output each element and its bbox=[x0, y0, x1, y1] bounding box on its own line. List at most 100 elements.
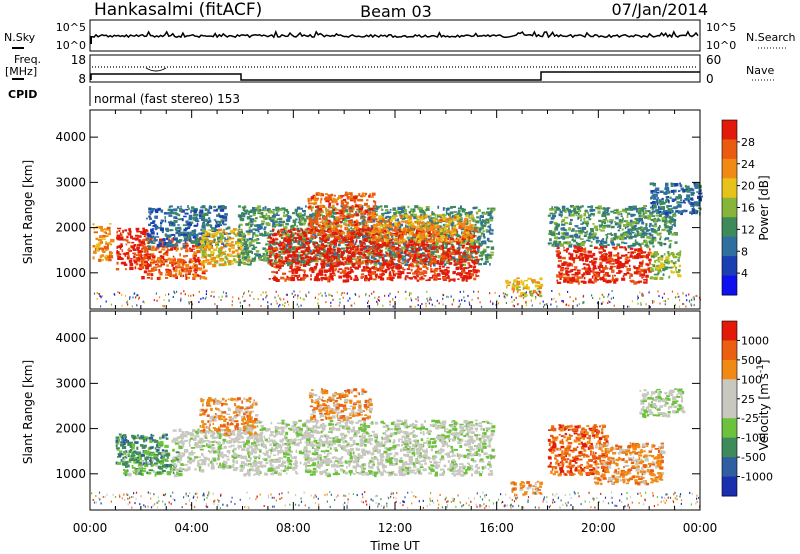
velocity-colorbar-tick: -500 bbox=[741, 451, 766, 464]
power-noise-cell bbox=[572, 300, 574, 303]
velocity-noise-cell bbox=[98, 491, 101, 494]
power-noise-cell bbox=[287, 300, 289, 303]
velocity-noise-cell bbox=[127, 497, 129, 500]
velocity-noise-cell bbox=[267, 494, 270, 497]
velocity-noise-cell bbox=[140, 495, 142, 498]
velocity-noise-cell bbox=[112, 493, 114, 496]
power-noise-cell bbox=[293, 290, 295, 293]
power-noise-cell bbox=[434, 305, 436, 307]
velocity-noise-cell bbox=[552, 501, 554, 504]
velocity-noise-cell bbox=[574, 492, 576, 495]
power-patch bbox=[547, 205, 678, 249]
power-noise-cell bbox=[192, 294, 194, 297]
power-noise-cell bbox=[279, 297, 281, 300]
velocity-noise-cell bbox=[503, 505, 505, 508]
velocity-noise-cell bbox=[135, 497, 137, 500]
velocity-noise-cell bbox=[189, 492, 191, 495]
power-noise-cell bbox=[221, 295, 223, 298]
velocity-noise-cell bbox=[450, 500, 452, 503]
velocity-noise-cell bbox=[672, 501, 675, 504]
power-noise-cell bbox=[340, 293, 342, 296]
velocity-noise-cell bbox=[164, 493, 167, 496]
velocity-noise-cell bbox=[554, 494, 556, 497]
velocity-noise-cell bbox=[156, 506, 159, 509]
velocity-noise-cell bbox=[570, 497, 572, 500]
power-noise-cell bbox=[121, 304, 123, 307]
power-noise-cell bbox=[463, 290, 465, 293]
velocity-noise-cell bbox=[637, 492, 639, 495]
velocity-noise-cell bbox=[479, 495, 481, 498]
power-noise-cell bbox=[163, 299, 165, 301]
velocity-colorbar-tick: 1000 bbox=[741, 334, 769, 347]
velocity-noise-cell bbox=[304, 504, 306, 507]
velocity-noise-cell bbox=[476, 492, 478, 495]
power-ytick-label: 3000 bbox=[55, 175, 86, 189]
velocity-noise-cell bbox=[433, 501, 435, 504]
power-noise-cell bbox=[657, 290, 659, 293]
power-noise-cell bbox=[421, 303, 423, 305]
power-noise-cell bbox=[376, 300, 378, 303]
power-noise-cell bbox=[576, 304, 578, 307]
power-noise-cell bbox=[693, 298, 695, 301]
velocity-noise-cell bbox=[93, 501, 96, 504]
velocity-noise-cell bbox=[598, 501, 600, 504]
power-noise-cell bbox=[240, 305, 242, 308]
velocity-colorbar-tick: 500 bbox=[741, 354, 762, 367]
power-noise-cell bbox=[183, 290, 185, 293]
power-colorbar-swatch bbox=[722, 197, 737, 218]
velocity-noise-cell bbox=[621, 500, 623, 503]
power-noise-cell bbox=[320, 292, 322, 295]
velocity-noise-cell bbox=[313, 496, 315, 499]
velocity-noise-cell bbox=[361, 493, 363, 496]
velocity-noise-cell bbox=[217, 498, 219, 501]
power-noise-cell bbox=[468, 301, 470, 304]
power-noise-cell bbox=[442, 297, 444, 300]
power-noise-cell bbox=[190, 294, 192, 297]
velocity-noise-cell bbox=[295, 494, 297, 497]
power-noise-cell bbox=[324, 292, 326, 295]
velocity-noise-cell bbox=[386, 502, 388, 505]
power-noise-cell bbox=[397, 291, 399, 293]
power-noise-cell bbox=[659, 302, 661, 305]
cpid-panel: CPID normal (fast stereo) 153 bbox=[8, 86, 240, 106]
velocity-noise-cell bbox=[128, 497, 130, 500]
power-noise-cell bbox=[253, 298, 255, 300]
velocity-noise-cell bbox=[203, 494, 205, 497]
velocity-noise-cell bbox=[564, 494, 566, 496]
power-patch bbox=[555, 245, 653, 285]
velocity-xlabel: Time UT bbox=[369, 539, 420, 553]
power-noise-cell bbox=[303, 298, 305, 301]
power-noise-cell bbox=[242, 295, 244, 298]
nave-tick-high: 60 bbox=[706, 53, 721, 67]
power-noise-cell bbox=[124, 294, 127, 297]
velocity-noise-cell bbox=[664, 496, 666, 499]
velocity-noise-cell bbox=[329, 491, 331, 494]
power-noise-cell bbox=[628, 305, 630, 308]
power-noise-cell bbox=[686, 299, 688, 302]
power-noise-cell bbox=[664, 300, 667, 303]
velocity-noise-cell bbox=[208, 492, 210, 495]
power-noise-cell bbox=[284, 302, 286, 304]
velocity-noise-cell bbox=[627, 505, 629, 507]
power-noise-cell bbox=[284, 305, 286, 307]
velocity-noise-cell bbox=[696, 494, 698, 497]
velocity-noise-cell bbox=[267, 496, 270, 499]
velocity-noise-cell bbox=[411, 491, 413, 494]
power-noise-cell bbox=[409, 292, 411, 295]
velocity-noise-cell bbox=[380, 498, 382, 501]
beam-label: Beam 03 bbox=[360, 2, 432, 21]
power-noise-cell bbox=[168, 293, 170, 296]
power-noise-cell bbox=[425, 302, 427, 305]
velocity-noise-cell bbox=[352, 493, 354, 495]
power-noise-cell bbox=[538, 290, 541, 293]
power-noise-cell bbox=[191, 303, 193, 306]
velocity-noise-cell bbox=[279, 497, 281, 500]
power-noise-cell bbox=[683, 302, 685, 305]
power-noise-cell bbox=[378, 299, 380, 302]
power-noise-cell bbox=[559, 293, 561, 296]
velocity-noise-cell bbox=[441, 506, 444, 509]
power-noise-cell bbox=[251, 291, 253, 294]
velocity-noise-cell bbox=[193, 495, 195, 498]
power-noise-cell bbox=[126, 300, 129, 303]
velocity-noise-cell bbox=[565, 502, 567, 505]
